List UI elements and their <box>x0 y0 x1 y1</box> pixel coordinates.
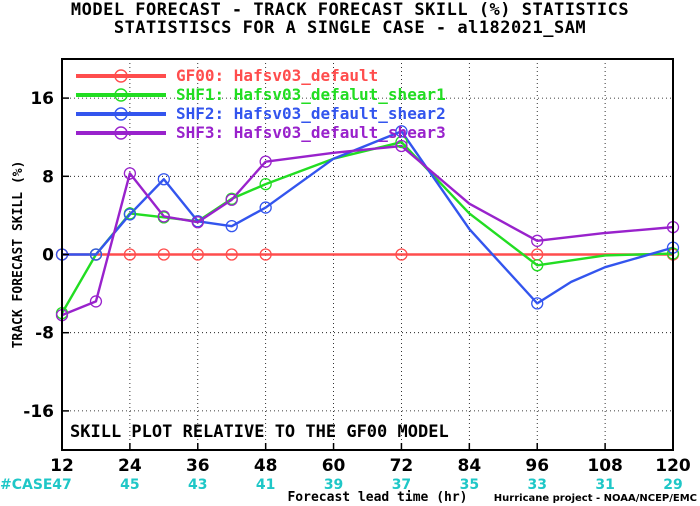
legend-entry: SHF2: Hafsv03_default_shear2 <box>176 104 446 123</box>
x-tick-label: 120 <box>655 456 691 476</box>
series-marker <box>531 297 544 310</box>
series-marker <box>123 208 137 221</box>
legend-marker <box>114 126 128 140</box>
case-count: 33 <box>527 477 546 493</box>
legend-entry: SHF1: Hafsv03_defalut_shear1 <box>176 85 446 104</box>
y-tick-label: 8 <box>42 167 54 187</box>
x-tick-label: 96 <box>525 456 549 476</box>
series-marker <box>259 177 272 191</box>
x-tick-label: 36 <box>186 456 210 476</box>
y-axis-label: TRACK FORECAST SKILL (%) <box>11 161 26 349</box>
series-lines <box>60 130 674 317</box>
case-count: 37 <box>392 477 411 493</box>
chart-title: MODEL FORECAST - TRACK FORECAST SKILL (%… <box>70 0 630 20</box>
chart-subtitle: STATISTISCS FOR A SINGLE CASE - al182021… <box>113 18 587 38</box>
series-marker <box>123 248 137 261</box>
legend-marker <box>114 107 128 121</box>
reference-annotation: SKILL PLOT RELATIVE TO THE GF00 MODEL <box>70 422 449 442</box>
series-marker <box>225 248 238 261</box>
series-marker <box>259 155 272 168</box>
series-marker <box>395 248 408 261</box>
x-tick-label: 12 <box>50 456 74 476</box>
series-marker <box>157 248 170 261</box>
series-marker <box>395 125 408 138</box>
series-marker <box>259 201 272 214</box>
case-count: 45 <box>120 477 139 493</box>
series-line <box>60 140 674 314</box>
series-marker <box>395 139 408 153</box>
series-marker <box>191 248 204 261</box>
case-count: 31 <box>595 477 614 493</box>
case-count: 29 <box>663 477 682 493</box>
x-axis-label: Forecast lead time (hr) <box>287 490 467 505</box>
series-marker <box>123 167 137 180</box>
x-tick-label: 48 <box>254 456 278 476</box>
series-marker <box>157 173 170 186</box>
case-count: 35 <box>460 477 479 493</box>
series-marker <box>225 193 238 206</box>
series-marker <box>259 248 272 261</box>
series-line <box>61 144 674 317</box>
series-line <box>62 130 674 305</box>
series-marker <box>191 216 204 229</box>
legend-marker <box>114 88 128 102</box>
series-marker <box>89 248 103 261</box>
credit-text: Hurricane project - NOAA/NCEP/EMC <box>494 493 697 504</box>
x-tick-label: 84 <box>457 456 481 476</box>
legend-entry: SHF3: Hafsv03_default_shear3 <box>176 123 446 142</box>
case-count: 47 <box>52 477 71 493</box>
series-markers <box>55 125 680 322</box>
case-count: 41 <box>256 477 275 493</box>
case-count-label: #CASE <box>0 477 53 493</box>
legend-entry: GF00: Hafsv03_default <box>176 66 378 85</box>
x-tick-label: 72 <box>390 456 414 476</box>
case-count: 39 <box>324 477 343 493</box>
y-tick-label: -16 <box>23 402 54 422</box>
series-marker <box>225 220 238 233</box>
x-tick-label: 60 <box>322 456 346 476</box>
series-marker <box>531 259 544 272</box>
case-count: 43 <box>188 477 207 493</box>
y-tick-label: -8 <box>35 324 54 344</box>
series-marker <box>89 295 103 308</box>
series-marker <box>531 234 544 247</box>
x-tick-label: 108 <box>587 456 623 476</box>
series-marker <box>157 210 170 223</box>
y-tick-label: 0 <box>42 246 54 266</box>
legend-marker <box>114 69 128 83</box>
x-tick-label: 24 <box>118 456 142 476</box>
y-tick-label: 16 <box>30 89 54 109</box>
